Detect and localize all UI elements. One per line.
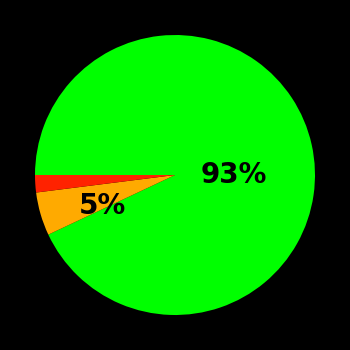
Wedge shape <box>35 35 315 315</box>
Wedge shape <box>35 175 175 192</box>
Text: 93%: 93% <box>201 161 267 189</box>
Text: 5%: 5% <box>78 192 126 220</box>
Wedge shape <box>36 175 175 234</box>
